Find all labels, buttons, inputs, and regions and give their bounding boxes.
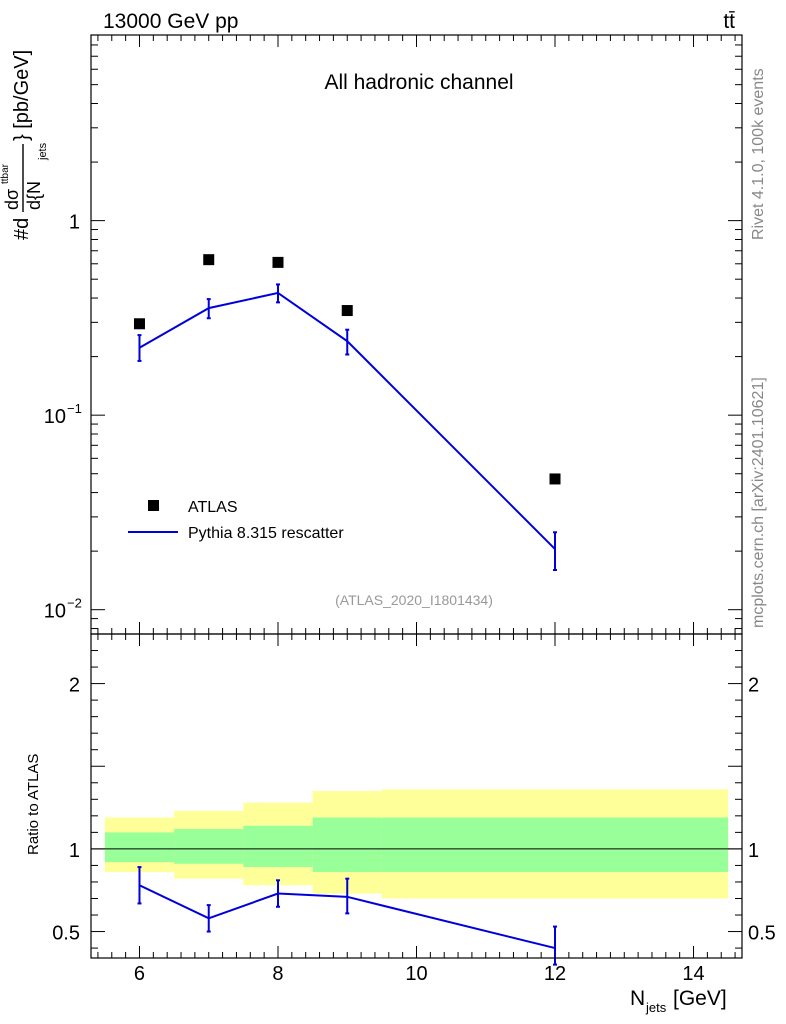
ratio-band-bin xyxy=(312,817,382,873)
rivet-label: Rivet 4.1.0, 100k events xyxy=(750,68,767,240)
main-axis-ticks xyxy=(91,34,742,634)
ratio-y-tick-label-left: 2 xyxy=(69,675,80,697)
main-data-layer xyxy=(133,254,561,571)
x-axis-label: N jets [GeV] xyxy=(630,987,727,1015)
ratio-y-axis-label: Ratio to ATLAS xyxy=(25,754,42,855)
ratio-y-tick-label-right: 0.5 xyxy=(748,923,776,945)
ylabel-numerator: dσ xyxy=(2,189,22,210)
atlas-marker xyxy=(203,254,215,266)
x-tick-label: 10 xyxy=(405,963,427,985)
ylabel-prefix: #d xyxy=(11,218,33,240)
main-y-axis-label: #d dσ ttbar d{N jets } [pb/GeV] xyxy=(0,50,49,240)
ratio-y-tick-label-right: 2 xyxy=(748,675,759,697)
ratio-y-tick-label-right: 1 xyxy=(748,840,759,862)
main-y-tick-label-exponent: −1 xyxy=(67,401,82,416)
ylabel-denominator: d{N xyxy=(24,181,44,210)
main-y-tick-labels: 110−110−2 xyxy=(44,212,82,623)
ratio-bands xyxy=(91,789,742,899)
x-tick-label: 8 xyxy=(272,963,283,985)
ylabel-denominator-sub: jets xyxy=(37,142,49,161)
legend-atlas-label: ATLAS xyxy=(188,499,238,516)
x-tick-label: 12 xyxy=(544,963,566,985)
legend-pythia-label: Pythia 8.315 rescatter xyxy=(188,525,344,542)
legend: ATLAS Pythia 8.315 rescatter xyxy=(128,499,344,542)
atlas-marker xyxy=(341,305,353,317)
ratio-frame xyxy=(90,633,743,959)
ratio-panel: 6 8 10 12 140.5 0.51 12 2 Ratio to ATLAS N jets… xyxy=(25,633,776,1015)
ratio-band-bin xyxy=(174,829,244,864)
ratio-axis-ticks xyxy=(91,634,742,958)
analysis-id-label: (ATLAS_2020_I1801434) xyxy=(335,592,493,608)
main-y-tick-label: 10 xyxy=(44,406,66,428)
ratio-y-tick-label-left: 1 xyxy=(69,840,80,862)
legend-atlas-marker xyxy=(148,500,159,511)
process-label: tt̄ xyxy=(723,10,735,33)
x-tick-label: 14 xyxy=(682,963,704,985)
ylabel-numerator-sup: ttbar xyxy=(0,163,11,184)
main-y-tick-label-exponent: −2 xyxy=(67,596,82,611)
main-y-tick-label: 10 xyxy=(44,601,66,623)
mcplots-label: mcplots.cern.ch [arXiv:2401.10621] xyxy=(750,377,767,628)
ratio-y-tick-label-left: 0.5 xyxy=(52,923,80,945)
ratio-band-bin xyxy=(104,832,175,863)
ratio-band-bin xyxy=(381,817,729,873)
ratio-tick-labels: 6 8 10 12 140.5 0.51 12 2 xyxy=(52,675,776,985)
ratio-band-bin xyxy=(243,825,313,868)
xlabel-suffix: [GeV] xyxy=(673,987,727,1010)
atlas-marker xyxy=(133,318,145,330)
xlabel-sub: jets xyxy=(645,1000,667,1015)
main-frame xyxy=(90,34,743,635)
x-tick-label: 6 xyxy=(134,963,145,985)
xlabel-main: N xyxy=(630,987,645,1010)
ratio-data-layer xyxy=(137,866,558,966)
ylabel-suffix: } [pb/GeV] xyxy=(11,50,33,141)
chart-title: All hadronic channel xyxy=(324,71,513,94)
main-y-tick-label: 1 xyxy=(69,212,80,234)
atlas-marker xyxy=(549,473,561,485)
main-panel: 110−110−2 All hadronic channel (ATLAS_20… xyxy=(0,34,743,635)
atlas-marker xyxy=(272,256,284,268)
energy-label: 13000 GeV pp xyxy=(103,10,238,33)
